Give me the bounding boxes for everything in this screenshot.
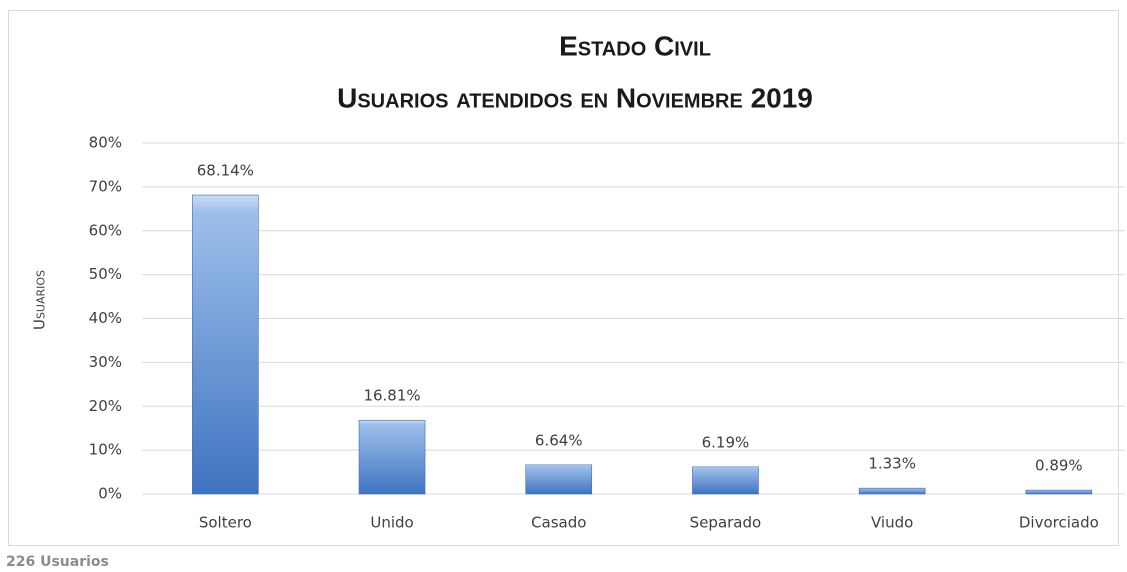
x-tick-label: Viudo — [871, 514, 913, 532]
bar — [858, 487, 926, 495]
y-tick-label: 50% — [89, 265, 122, 283]
x-tick-label: Soltero — [199, 514, 252, 532]
chart-subtitle: Usuarios atendidos en Noviembre 2019 — [337, 82, 813, 113]
value-label: 68.14% — [197, 162, 254, 180]
y-tick-label: 30% — [89, 353, 122, 371]
x-tick-label: Divorciado — [1019, 514, 1099, 532]
footnote: 226 Usuarios — [6, 554, 109, 570]
y-tick-label: 80% — [89, 134, 122, 152]
bar — [525, 464, 593, 495]
y-tick-label: 70% — [89, 177, 122, 195]
y-tick-label: 20% — [89, 397, 122, 415]
value-label: 6.64% — [535, 431, 583, 449]
bar — [358, 419, 426, 495]
bar — [1025, 489, 1093, 495]
chart-title: Estado Civil — [559, 30, 711, 61]
x-tick-label: Separado — [690, 514, 762, 532]
y-tick-label: 60% — [89, 221, 122, 239]
y-tick-label: 40% — [89, 309, 122, 327]
value-label: 0.89% — [1035, 457, 1083, 475]
value-label: 1.33% — [868, 455, 916, 473]
chart-border — [8, 10, 1119, 546]
bar — [692, 466, 759, 495]
y-tick-label: 10% — [89, 441, 122, 459]
bar — [192, 194, 259, 495]
value-label: 6.19% — [702, 433, 750, 451]
x-tick-label: Casado — [531, 514, 586, 532]
x-tick-label: Unido — [370, 514, 413, 532]
y-axis-title: Usuarios — [31, 270, 49, 330]
y-tick-label: 0% — [98, 485, 122, 503]
value-label: 16.81% — [363, 387, 420, 405]
